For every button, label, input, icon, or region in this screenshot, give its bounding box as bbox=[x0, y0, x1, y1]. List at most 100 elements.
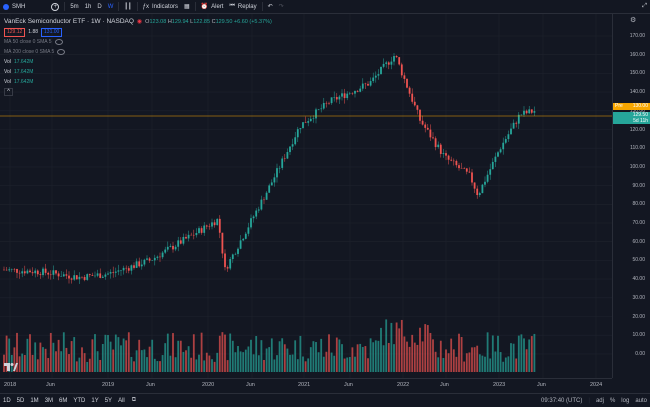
eye-icon[interactable] bbox=[54, 39, 63, 45]
templates-button[interactable]: ▦ bbox=[181, 0, 193, 13]
candle-body bbox=[156, 256, 159, 258]
volume-bar bbox=[159, 361, 161, 372]
candle-body bbox=[148, 258, 151, 261]
candle-body bbox=[320, 108, 323, 110]
price-tick-label: 30.00 bbox=[632, 294, 645, 301]
ma50-indicator-label[interactable]: MA 50 close 0 SMA 5 bbox=[4, 39, 52, 45]
volume-bar bbox=[356, 344, 359, 372]
volume-bar bbox=[47, 358, 50, 372]
collapse-legend-button[interactable]: ^ bbox=[4, 88, 13, 96]
volume-bar bbox=[130, 356, 133, 372]
candle-body bbox=[237, 248, 239, 254]
range-button-5d[interactable]: 5D bbox=[16, 397, 25, 404]
chart-settings-icon[interactable]: ⚙ bbox=[630, 17, 637, 24]
range-button-all[interactable]: All bbox=[118, 397, 125, 404]
plus-circle-icon: + bbox=[51, 2, 60, 11]
volume-bar bbox=[291, 354, 294, 372]
candle-body bbox=[208, 226, 211, 228]
adj-toggle[interactable]: adj bbox=[595, 397, 604, 404]
replay-button[interactable]: ⏮ Replay bbox=[226, 0, 259, 13]
legend-title: VanEck Semiconductor ETF · 1W · NASDAQ bbox=[4, 18, 134, 25]
eye-icon[interactable] bbox=[57, 49, 66, 55]
candle-body bbox=[359, 88, 362, 92]
chart-type-button[interactable]: ┃┃ bbox=[121, 0, 134, 13]
replay-label: Replay bbox=[237, 3, 257, 10]
interval-1h[interactable]: 1h bbox=[84, 3, 92, 10]
auto-toggle[interactable]: auto bbox=[635, 397, 647, 404]
volume-bar bbox=[68, 354, 70, 372]
candle-body bbox=[109, 272, 112, 274]
candle-body bbox=[328, 103, 330, 104]
price-chart[interactable] bbox=[0, 14, 612, 378]
interval-5m[interactable]: 5m bbox=[70, 3, 79, 10]
volume-bar bbox=[252, 354, 255, 372]
percent-toggle[interactable]: % bbox=[609, 397, 616, 404]
divider bbox=[136, 2, 138, 11]
volume-bar bbox=[8, 338, 11, 372]
undo-button[interactable]: ↶ bbox=[265, 0, 276, 13]
range-button-1y[interactable]: 1Y bbox=[91, 397, 99, 404]
volume-bar bbox=[13, 347, 16, 372]
volume-bar bbox=[120, 345, 122, 372]
range-button-6m[interactable]: 6M bbox=[59, 397, 68, 404]
compare-symbol-button[interactable]: + bbox=[48, 0, 62, 13]
fullscreen-button[interactable]: ⤢ bbox=[639, 0, 650, 13]
candle-body bbox=[372, 77, 375, 82]
range-button-3m[interactable]: 3M bbox=[44, 397, 54, 404]
volume-bar bbox=[372, 342, 375, 372]
candle-body bbox=[216, 218, 219, 226]
candle-body bbox=[70, 278, 73, 280]
candle-body bbox=[130, 265, 133, 271]
candle-body bbox=[174, 246, 177, 250]
range-button-ytd[interactable]: YTD bbox=[73, 397, 86, 404]
candle-body bbox=[528, 109, 531, 114]
clock-time[interactable]: 09:37:40 (UTC) bbox=[541, 397, 583, 404]
ma200-indicator-label[interactable]: MA 200 close 0 SMA 5 bbox=[4, 49, 55, 55]
sell-price-button[interactable]: 129.12 bbox=[4, 27, 26, 37]
volume-bar bbox=[34, 342, 37, 372]
volume-bar bbox=[198, 354, 200, 372]
symbol-label: SMH bbox=[12, 3, 26, 10]
candle-body bbox=[281, 158, 284, 168]
candle-body bbox=[36, 270, 39, 275]
volume-bar bbox=[278, 341, 281, 372]
interval-d[interactable]: D bbox=[97, 3, 102, 10]
symbol-search-button[interactable]: SMH bbox=[0, 0, 28, 13]
log-toggle[interactable]: log bbox=[621, 397, 630, 404]
candle-body bbox=[348, 93, 351, 94]
candle-body bbox=[398, 57, 401, 65]
candle-body bbox=[296, 129, 299, 138]
redo-button[interactable]: ↷ bbox=[276, 0, 287, 13]
volume-bar bbox=[432, 339, 434, 372]
buy-price-button[interactable]: 131.00 bbox=[41, 27, 63, 37]
candle-body bbox=[304, 122, 307, 123]
candle-body bbox=[13, 268, 16, 270]
range-button-1d[interactable]: 1D bbox=[3, 397, 11, 404]
candle-body bbox=[138, 261, 141, 267]
volume-bar bbox=[320, 338, 323, 372]
volume-bar bbox=[354, 356, 356, 372]
indicators-button[interactable]: ƒx Indicators bbox=[140, 0, 181, 13]
range-button-5y[interactable]: 5Y bbox=[104, 397, 113, 404]
time-axis[interactable]: 2018 Jun 2019 Jun 2020 Jun 2021 Jun 2022 Jun 2023 J… bbox=[0, 378, 612, 394]
candle-body bbox=[346, 93, 349, 99]
candle-body bbox=[268, 185, 271, 193]
volume-bar bbox=[385, 319, 388, 372]
volume-bar bbox=[133, 361, 135, 372]
candle-body bbox=[133, 265, 135, 268]
range-button-1m[interactable]: 1M bbox=[30, 397, 39, 404]
candle-body bbox=[356, 90, 359, 92]
volume-bar bbox=[333, 355, 336, 372]
alert-button[interactable]: ⏰ Alert bbox=[198, 0, 227, 13]
volume-bar bbox=[26, 338, 29, 372]
candle-body bbox=[400, 64, 403, 76]
candle-body bbox=[468, 171, 471, 173]
volume-bar bbox=[109, 341, 112, 372]
price-axis[interactable]: 170.00 160.00 150.00 140.00 130.00 120.00 110.… bbox=[612, 14, 650, 378]
candle-body bbox=[182, 236, 185, 244]
candle-body bbox=[367, 83, 369, 86]
candle-body bbox=[224, 253, 226, 268]
interval-w[interactable]: W bbox=[107, 3, 114, 10]
volume-bar bbox=[429, 332, 432, 372]
date-range-icon[interactable]: ⧉ bbox=[131, 397, 137, 403]
